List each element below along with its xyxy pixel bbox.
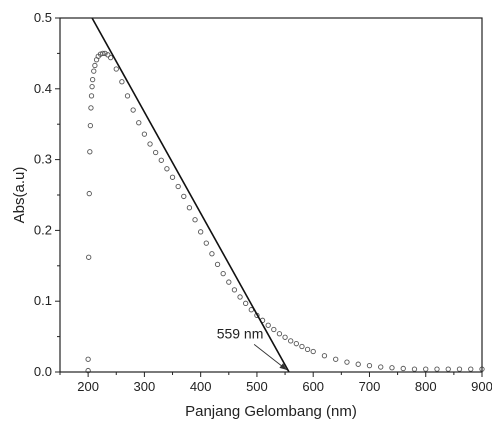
data-point [102, 50, 108, 57]
data-point [192, 217, 198, 223]
data-point [198, 229, 204, 235]
plot-frame [59, 17, 483, 373]
data-point [423, 366, 429, 372]
data-point [220, 270, 226, 277]
data-point [152, 149, 159, 156]
annotation-label: 559 nm [217, 326, 264, 342]
x-tick-label: 500 [246, 379, 268, 394]
data-point [86, 254, 92, 260]
data-point [141, 131, 148, 137]
data-point [304, 346, 311, 352]
y-tick-label: 0.1 [34, 293, 52, 308]
data-point [136, 120, 142, 126]
x-tick-label: 800 [415, 379, 437, 394]
data-point [344, 359, 350, 365]
data-point [400, 365, 406, 372]
data-point [87, 149, 93, 155]
data-point [86, 190, 92, 197]
data-point [288, 338, 294, 344]
data-point [243, 300, 249, 306]
data-point [169, 174, 176, 180]
y-axis-title: Abs(a.u) [11, 167, 28, 224]
data-point [181, 193, 187, 200]
data-point [237, 294, 243, 300]
y-tick-label: 0.2 [34, 222, 52, 237]
x-tick-label: 400 [190, 379, 212, 394]
data-point [105, 52, 111, 58]
data-point [355, 361, 361, 367]
x-tick-label: 700 [359, 379, 381, 394]
data-point [88, 93, 95, 99]
data-point [87, 122, 94, 129]
data-point [214, 261, 221, 268]
data-point [164, 166, 170, 172]
data-point [282, 334, 288, 340]
data-point [203, 240, 209, 246]
data-point [321, 353, 328, 359]
plot-elements: 200 300 400 500 600 700 800 900 0.0 0.1 0.2 0.3 0.4 0… [34, 10, 492, 394]
x-tick-label: 200 [77, 379, 99, 394]
tangent-line [91, 17, 290, 373]
data-point [434, 366, 440, 372]
y-tick-label: 0.4 [34, 81, 52, 96]
data-point [119, 79, 125, 85]
y-tick-label: 0.3 [34, 152, 52, 167]
data-point [276, 331, 283, 337]
data-point [130, 107, 136, 113]
y-tick-label: 0.5 [34, 10, 52, 25]
data-point [175, 183, 181, 190]
data-point [91, 68, 97, 74]
data-point [366, 362, 373, 369]
data-point [147, 141, 153, 147]
data-point [100, 50, 106, 57]
x-tick-label: 600 [302, 379, 324, 394]
data-point [445, 366, 451, 372]
data-point [310, 348, 316, 355]
data-point [226, 279, 232, 285]
data-point [456, 366, 463, 372]
data-point [92, 62, 98, 69]
data-point [158, 157, 164, 163]
data-point [186, 205, 193, 211]
data-point [271, 326, 277, 333]
data-point [468, 366, 474, 372]
data-point [333, 356, 339, 362]
data-point [378, 364, 384, 370]
data-point [293, 341, 299, 347]
data-point [113, 66, 119, 72]
data-point [124, 93, 131, 99]
data-point [231, 287, 238, 293]
data-point [85, 367, 91, 374]
annotation-arrowhead [279, 363, 287, 370]
x-axis-title: Panjang Gelombang (nm) [185, 403, 357, 420]
data-point [89, 76, 96, 83]
data-point [389, 365, 395, 371]
data-point [299, 343, 305, 350]
y-tick-label: 0.0 [34, 364, 52, 379]
x-tick-label: 300 [134, 379, 156, 394]
data-point [85, 356, 91, 362]
data-point [265, 322, 271, 328]
data-point [107, 55, 114, 61]
data-point [411, 366, 418, 372]
x-tick-label: 900 [471, 379, 492, 394]
data-point [89, 84, 95, 90]
data-point [88, 105, 94, 111]
data-point [209, 251, 215, 257]
